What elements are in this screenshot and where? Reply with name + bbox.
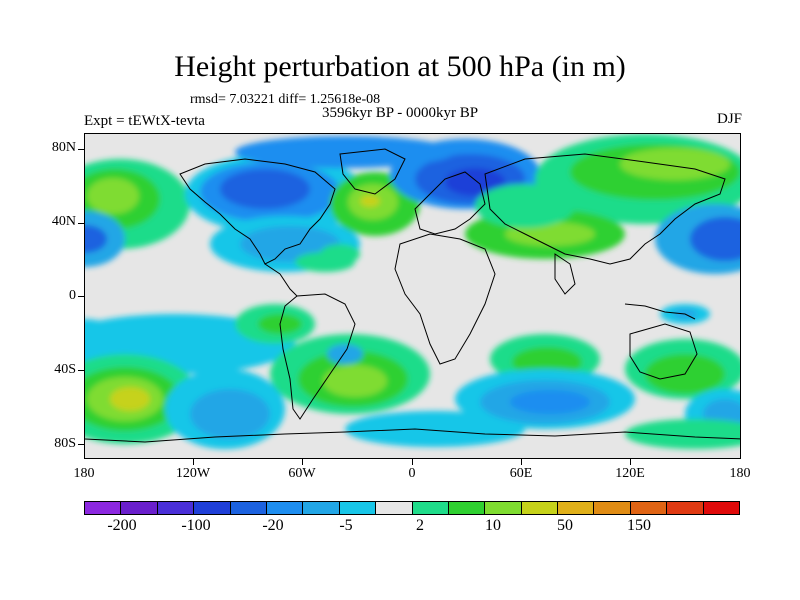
contour-region [505,222,595,246]
contour-region [345,411,525,447]
contour-region [190,389,270,439]
period-text: 3596kyr BP - 0000kyr BP [322,105,479,121]
coast-europe [414,171,486,235]
contour-region [445,168,505,196]
contour-fields [85,134,740,449]
contour-region [87,178,139,214]
contour-region [235,136,455,168]
lon-label-60w: 60W [288,466,316,481]
colorbar-swatch [521,502,559,514]
coast-north-america [179,158,336,265]
coast-south-america [279,293,356,420]
lat-tick [78,296,84,297]
experiment-label: Expt = tEWtX-tevta [84,113,205,129]
lon-label-60e: 60E [509,466,533,481]
colorbar-swatch [594,502,631,514]
contour-region [475,184,575,228]
chart-title: Height perturbation at 500 hPa (in m) [174,50,626,83]
colorbar-swatch [157,502,195,514]
coastlines [85,148,740,443]
contour-region [85,225,107,253]
coast-australia [629,323,698,380]
colorbar-swatch [339,502,377,514]
contour-region [220,169,310,209]
colorbar-swatch [266,502,304,514]
contour-region [690,217,740,261]
colorbar-label-neg200: -200 [107,517,137,534]
colorbar-swatch [85,502,122,514]
lon-tick [193,459,194,465]
lat-tick [78,370,84,371]
lat-tick [78,223,84,224]
lat-tick [78,149,84,150]
coast-greenland [339,148,406,195]
colorbar-swatch [485,502,522,514]
lon-tick [630,459,631,465]
coast-india [554,253,576,295]
lon-tick [521,459,522,465]
season-label: DJF [716,111,742,127]
lon-label-180e: 180 [729,466,751,481]
lon-label-120e: 120E [615,466,645,481]
coast-antarctica [85,428,740,443]
colorbar-swatch [376,502,413,514]
colorbar-swatch [667,502,704,514]
colorbar-label-neg20: -20 [262,517,284,534]
lon-label-120w: 120W [175,466,211,481]
lat-label-0: 0 [69,288,76,303]
contour-region [510,390,590,414]
coast-asia [484,153,726,265]
lat-label-80n: 80N [51,140,76,155]
lon-tick [302,459,303,465]
coast-africa [394,233,496,365]
field-svg [85,134,740,458]
colorbar-label-10: 10 [485,517,501,534]
lat-tick [78,444,84,445]
colorbar-swatch [194,502,231,514]
lat-label-40n: 40N [51,214,76,229]
contour-region [360,195,380,207]
map-plot-area [84,133,741,459]
colorbar-swatch [703,502,740,514]
lat-label-40s: 40S [54,362,76,377]
colorbar [84,501,740,515]
colorbar-swatch [630,502,668,514]
coast-central-america [264,263,298,297]
colorbar-swatch [121,502,158,514]
contour-region [327,344,363,364]
colorbar-label-2: 2 [416,517,424,534]
coast-indonesia [624,303,696,320]
colorbar-swatch [558,502,595,514]
contour-region [110,387,150,411]
colorbar-label-neg100: -100 [181,517,211,534]
contour-region [625,419,740,449]
lat-label-80s: 80S [54,436,76,451]
colorbar-swatch [448,502,486,514]
contour-region [320,244,360,264]
colorbar-swatch [230,502,267,514]
contour-region [323,365,387,397]
colorbar-label-neg5: -5 [339,517,353,534]
lon-label-0: 0 [408,466,416,481]
colorbar-swatch [303,502,340,514]
colorbar-label-50: 50 [557,517,573,534]
colorbar-label-150: 150 [627,517,651,534]
lon-tick [412,459,413,465]
colorbar-swatch [412,502,449,514]
lon-label-180w: 180 [73,466,95,481]
stats-text: rmsd= 7.03221 diff= 1.25618e-08 [190,92,381,107]
